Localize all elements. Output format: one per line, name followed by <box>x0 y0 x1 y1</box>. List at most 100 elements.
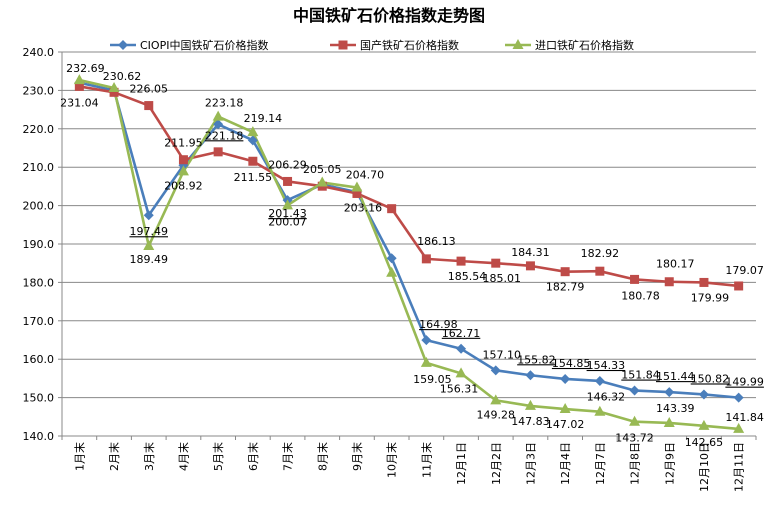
data-point-marker <box>630 274 640 284</box>
data-label: 201.43 <box>268 207 307 220</box>
data-point-marker <box>629 385 640 396</box>
data-label: 150.82 <box>691 372 730 385</box>
data-label: 179.07 <box>725 264 764 277</box>
data-label: 200.07 <box>268 215 307 228</box>
x-tick-label: 12月4日 <box>559 442 572 485</box>
data-point-marker <box>108 82 120 93</box>
data-point-marker <box>490 394 502 405</box>
x-tick-label: 3月末 <box>142 442 156 471</box>
legend-marker <box>512 39 524 49</box>
data-labels: 197.49 221.18 201.43 164.98162.71157.10155.… <box>60 62 764 449</box>
y-axis-ticks: 140.0 150.0 160.0 170.0 180.0 190.0 200.0 210.0… <box>23 46 55 443</box>
data-label: 141.84 <box>725 411 764 424</box>
chart-title: 中国铁矿石价格指数走势图 <box>293 6 485 25</box>
data-label: 208.92 <box>164 179 203 192</box>
data-point-marker <box>247 126 259 137</box>
data-label: 185.01 <box>483 272 522 285</box>
data-point-marker <box>698 389 709 400</box>
data-point-marker <box>73 74 85 85</box>
x-axis-ticks: 1月末 2月末 3月末 4月末 5月末 6月末 7月末 8月末 9月末 10月末 11月末 12月1日… <box>72 442 745 492</box>
data-label: 211.55 <box>234 171 273 184</box>
data-label: 147.02 <box>546 418 585 431</box>
legend-label: 国产铁矿石价格指数 <box>360 38 459 52</box>
y-tick-label: 150.0 <box>23 392 55 405</box>
data-point-marker <box>316 176 328 187</box>
data-label: 143.39 <box>656 402 695 415</box>
data-label: 221.18 <box>205 129 244 142</box>
x-tick-label: 11月末 <box>419 442 433 478</box>
data-label: 184.31 <box>511 246 550 259</box>
data-point-marker <box>699 277 709 287</box>
x-tick-label: 12月9日 <box>663 442 676 485</box>
data-label: 182.79 <box>546 281 585 294</box>
y-tick-label: 210.0 <box>23 161 55 174</box>
data-label: 185.54 <box>448 270 487 283</box>
data-point-marker <box>560 373 571 384</box>
data-point-marker <box>664 277 674 287</box>
data-point-marker <box>490 365 501 376</box>
data-label: 142.65 <box>685 436 724 449</box>
data-point-marker <box>386 266 398 277</box>
data-label: 151.84 <box>621 369 660 382</box>
y-tick-label: 190.0 <box>23 238 55 251</box>
x-tick-label: 1月末 <box>72 442 86 471</box>
data-label: 151.44 <box>656 370 695 383</box>
data-label: 186.13 <box>417 235 456 248</box>
data-label: 182.92 <box>581 247 620 260</box>
data-label: 203.16 <box>344 201 383 214</box>
data-point-marker <box>629 415 641 426</box>
data-label: 179.99 <box>691 291 730 304</box>
data-label: 180.17 <box>656 258 695 271</box>
data-point-marker <box>594 375 605 386</box>
data-point-marker <box>248 156 258 166</box>
data-point-marker <box>664 387 675 398</box>
y-tick-label: 140.0 <box>23 430 55 443</box>
data-point-marker <box>144 101 154 111</box>
data-point-marker <box>456 256 466 266</box>
series-lines <box>79 78 739 431</box>
data-point-marker <box>524 399 536 410</box>
x-tick-label: 10月末 <box>385 442 399 478</box>
data-point-marker <box>734 281 744 291</box>
data-point-marker <box>283 176 293 186</box>
data-label: 149.99 <box>725 376 764 389</box>
data-point-marker <box>421 335 432 346</box>
x-tick-label: 2月末 <box>107 442 121 471</box>
data-point-marker <box>282 199 294 210</box>
data-point-marker <box>594 405 606 416</box>
x-tick-label: 6月末 <box>246 442 260 471</box>
data-label: 147.83 <box>511 415 550 428</box>
data-label: 164.98 <box>419 318 458 331</box>
data-label: 230.62 <box>103 70 142 83</box>
data-point-marker <box>74 81 84 91</box>
y-tick-label: 240.0 <box>23 46 55 59</box>
y-tick-label: 180.0 <box>23 276 55 289</box>
data-label: 197.49 <box>130 225 169 238</box>
legend-label: CIOPI中国铁矿石价格指数 <box>140 38 268 52</box>
series-line-1 <box>79 81 739 399</box>
x-tick-label: 12月1日 <box>455 442 468 485</box>
data-point-marker <box>560 267 570 277</box>
data-point-marker <box>421 254 431 264</box>
data-point-marker <box>387 204 397 214</box>
x-tick-label: 4月末 <box>176 442 190 471</box>
legend: CIOPI中国铁矿石价格指数 国产铁矿石价格指数 进口铁矿石价格指数 <box>110 38 634 52</box>
data-point-marker <box>143 210 154 221</box>
data-label: 226.05 <box>130 83 169 96</box>
x-tick-label: 12月11日 <box>733 442 746 492</box>
series-markers <box>73 74 745 433</box>
data-label: 146.32 <box>587 391 626 404</box>
data-point-marker <box>456 343 467 354</box>
data-point-marker <box>595 266 605 276</box>
legend-marker <box>118 40 128 50</box>
data-point-marker <box>733 422 745 433</box>
y-tick-label: 170.0 <box>23 315 55 328</box>
data-point-marker <box>455 367 467 378</box>
data-label: 211.95 <box>164 137 203 150</box>
data-label: 232.69 <box>66 62 105 75</box>
x-tick-label: 12月7日 <box>594 442 607 485</box>
y-tick-label: 230.0 <box>23 84 55 97</box>
data-label: 154.33 <box>587 359 626 372</box>
legend-label: 进口铁矿石价格指数 <box>535 38 634 52</box>
